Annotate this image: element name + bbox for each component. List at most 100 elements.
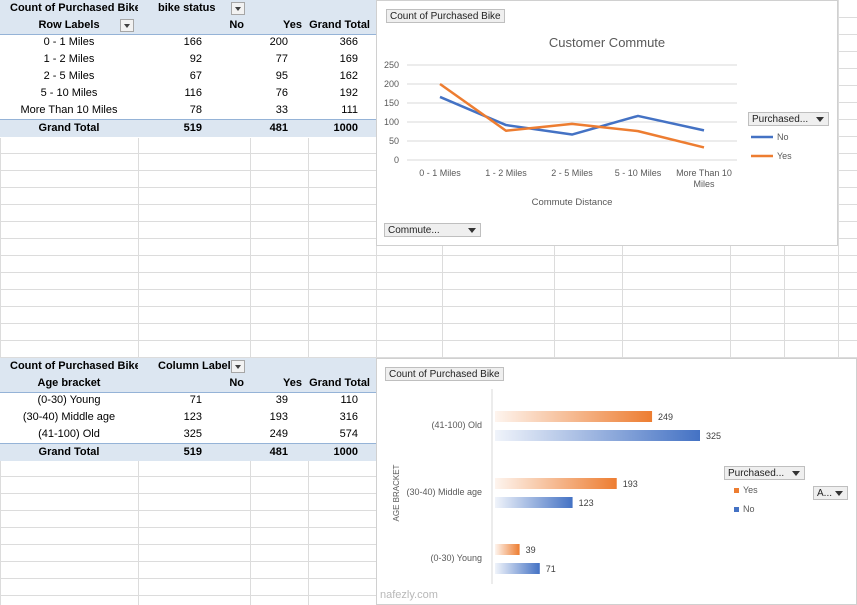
row-gridline xyxy=(0,357,857,358)
pivot-value-cell[interactable]: 71 xyxy=(189,394,202,406)
pivot-data-row[interactable]: 2 - 5 Miles 67 95 162 xyxy=(0,68,376,85)
row-gridline xyxy=(0,255,857,256)
pivot-value-cell[interactable]: 116 xyxy=(184,87,202,99)
legend-field-button[interactable]: Purchased... xyxy=(724,466,805,480)
grand-total-value: 1000 xyxy=(333,446,358,458)
legend-label: No xyxy=(743,504,755,514)
column-gridline xyxy=(442,0,443,605)
pivot-value-cell[interactable]: 33 xyxy=(275,104,288,116)
pivot-value-cell[interactable]: 200 xyxy=(269,36,288,48)
pivot-grand-total-row: Grand Total 519 481 1000 xyxy=(0,443,376,461)
grand-total-value: 519 xyxy=(183,122,202,134)
chevron-down-icon xyxy=(792,471,800,476)
grand-total-value: 481 xyxy=(269,122,288,134)
pivot-row-labels-header[interactable]: Row Labels xyxy=(38,19,100,31)
x-tick-label: 5 - 10 Miles xyxy=(615,168,662,178)
column-gridline xyxy=(784,0,785,605)
pivot-value-cell[interactable]: 92 xyxy=(189,53,202,65)
pivot-row-label[interactable]: 1 - 2 Miles xyxy=(43,53,95,65)
pivot-value-cell[interactable]: 166 xyxy=(183,36,202,48)
column-gridline xyxy=(554,0,555,605)
pivot-table-commute[interactable]: Count of Purchased Bike bike status Row La… xyxy=(0,0,376,138)
y-tick-label: 100 xyxy=(384,117,399,127)
pivot-value-cell[interactable]: 123 xyxy=(183,411,202,423)
category-label: (41-100) Old xyxy=(431,420,482,430)
row-gridline xyxy=(0,306,857,307)
y-axis-title: AGE BRACKET xyxy=(392,464,401,521)
bar-no xyxy=(495,430,700,441)
pivot-value-cell[interactable]: 95 xyxy=(275,70,288,82)
pivot-row-label[interactable]: (0-30) Young xyxy=(37,394,101,406)
pivot-row-label[interactable]: More Than 10 Miles xyxy=(20,104,118,116)
pivot-data-row[interactable]: 5 - 10 Miles 116 76 192 xyxy=(0,85,376,102)
pivot-row-label[interactable]: (41-100) Old xyxy=(38,428,100,440)
pivot-row-label[interactable]: (30-40) Middle age xyxy=(22,411,116,423)
value-field-button[interactable]: Count of Purchased Bike xyxy=(386,9,505,23)
pivot-value-cell[interactable]: 192 xyxy=(339,87,358,99)
pivot-row-labels-header[interactable]: Age bracket xyxy=(37,377,101,389)
pivot-table-age[interactable]: Count of Purchased Bike Column Labels Age … xyxy=(0,358,376,461)
axis-field-button[interactable]: Commute... xyxy=(384,223,481,237)
column-gridline xyxy=(250,0,251,605)
pivot-value-cell[interactable]: 111 xyxy=(341,104,358,116)
pivot-data-row[interactable]: More Than 10 Miles 78 33 111 xyxy=(0,102,376,119)
pivot-value-cell[interactable]: 110 xyxy=(340,394,358,406)
pivot-value-cell[interactable]: 78 xyxy=(189,104,202,116)
chart-title: Customer Commute xyxy=(549,35,665,50)
chart-customer-commute[interactable]: Count of Purchased Bike Customer Commute… xyxy=(376,0,838,246)
axis-field-button[interactable]: A... xyxy=(813,486,848,500)
row-gridline xyxy=(0,289,857,290)
pivot-value-cell[interactable]: 39 xyxy=(275,394,288,406)
row-filter-dropdown[interactable] xyxy=(120,19,134,32)
pivot-value-cell[interactable]: 169 xyxy=(339,53,358,65)
pivot-row-label[interactable]: 2 - 5 Miles xyxy=(43,70,95,82)
legend-label: Yes xyxy=(743,485,758,495)
pivot-data-row[interactable]: 1 - 2 Miles 92 77 169 xyxy=(0,51,376,68)
pivot-value-cell[interactable]: 76 xyxy=(275,87,288,99)
chevron-down-icon xyxy=(468,228,476,233)
legend-field-label: Purchased... xyxy=(752,114,809,125)
grand-total-value: 481 xyxy=(269,446,288,458)
y-tick-label: 250 xyxy=(384,60,399,70)
pivot-value-cell[interactable]: 162 xyxy=(339,70,358,82)
grand-total-value: 519 xyxy=(183,446,202,458)
pivot-column-field[interactable]: bike status xyxy=(158,2,216,14)
pivot-value-cell[interactable]: 193 xyxy=(269,411,288,423)
pivot-data-row[interactable]: (30-40) Middle age 123 193 316 xyxy=(0,409,376,426)
pivot-value-cell[interactable]: 77 xyxy=(275,53,288,65)
pivot-column-field[interactable]: Column Labels xyxy=(158,360,237,372)
pivot-value-cell[interactable]: 366 xyxy=(339,36,358,48)
column-filter-dropdown[interactable] xyxy=(231,360,245,373)
pivot-data-row[interactable]: (0-30) Young 71 39 110 xyxy=(0,392,376,409)
pivot-row-label[interactable]: 5 - 10 Miles xyxy=(40,87,98,99)
column-filter-dropdown[interactable] xyxy=(231,2,245,15)
legend-field-label: Purchased... xyxy=(728,468,785,479)
y-tick-label: 0 xyxy=(394,155,399,165)
pivot-value-cell[interactable]: 316 xyxy=(339,411,358,423)
data-label: 39 xyxy=(526,545,536,555)
value-field-button[interactable]: Count of Purchased Bike xyxy=(385,367,504,381)
data-label: 325 xyxy=(706,431,721,441)
pivot-row-label[interactable]: 0 - 1 Miles xyxy=(43,36,95,48)
pivot-value-cell[interactable]: 325 xyxy=(183,428,202,440)
x-tick-label: More Than 10 Miles xyxy=(676,168,732,189)
pivot-column-header: Grand Total xyxy=(309,377,370,389)
legend-field-button[interactable]: Purchased... xyxy=(748,112,829,126)
line-chart-plot: Customer Commute 0 50 100 150 200 250 0 - 1 Mil… xyxy=(384,35,792,208)
column-gridline xyxy=(838,0,839,605)
pivot-column-header: Yes xyxy=(283,377,302,389)
x-tick-label: 1 - 2 Miles xyxy=(485,168,527,178)
axis-field-label: Commute... xyxy=(388,225,440,236)
series-line-yes xyxy=(439,82,705,149)
data-label: 71 xyxy=(546,564,556,574)
pivot-value-cell[interactable]: 67 xyxy=(189,70,202,82)
pivot-value-cell[interactable]: 249 xyxy=(269,428,288,440)
pivot-value-field[interactable]: Count of Purchased Bike xyxy=(10,2,138,14)
pivot-value-field[interactable]: Count of Purchased Bike xyxy=(10,360,138,372)
pivot-data-row[interactable]: (41-100) Old 325 249 574 xyxy=(0,426,376,443)
grand-total-value: 1000 xyxy=(333,122,358,134)
pivot-value-cell[interactable]: 574 xyxy=(339,428,358,440)
pivot-data-row[interactable]: 0 - 1 Miles 166 200 366 xyxy=(0,34,376,51)
pivot-column-header: No xyxy=(229,19,244,31)
chart-age-bracket[interactable]: Count of Purchased Bike AGE BRACKET (41-1… xyxy=(376,358,857,605)
